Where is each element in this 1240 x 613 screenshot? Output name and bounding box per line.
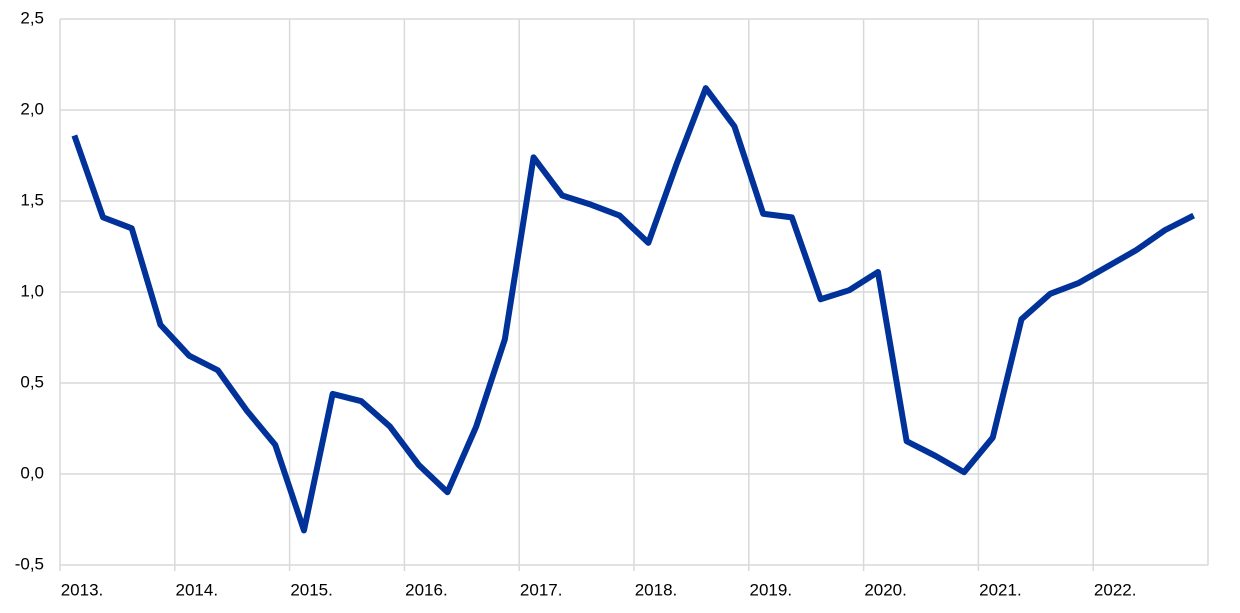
y-tick-label: -0,5	[15, 554, 44, 573]
x-tick-label: 2021.	[979, 580, 1022, 599]
x-tick-label: 2020.	[864, 580, 907, 599]
y-tick-label: 0,0	[20, 463, 44, 482]
y-tick-label: 1,0	[20, 281, 44, 300]
x-tick-label: 2014.	[176, 580, 219, 599]
x-tick-label: 2016.	[405, 580, 448, 599]
y-tick-label: 0,5	[20, 372, 44, 391]
y-tick-label: 2,0	[20, 99, 44, 118]
line	[71, 85, 1196, 534]
x-tick-label: 2018.	[635, 580, 678, 599]
y-tick-label: 1,5	[20, 190, 44, 209]
x-tick-label: 2013.	[61, 580, 104, 599]
x-tick-label: 2022.	[1094, 580, 1137, 599]
x-tick-label: 2017.	[520, 580, 563, 599]
y-tick-label: 2,5	[20, 8, 44, 27]
x-tick-label: 2015.	[290, 580, 333, 599]
x-tick-label: 2019.	[750, 580, 793, 599]
